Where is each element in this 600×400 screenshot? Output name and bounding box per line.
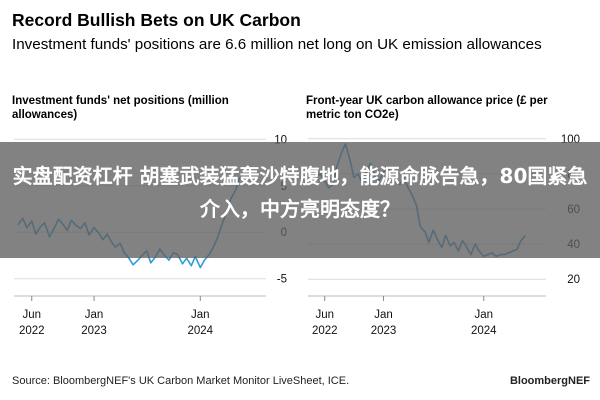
page-title: Record Bullish Bets on UK Carbon xyxy=(12,10,301,30)
carbon-price-chart-title: Front-year UK carbon allowance price (£ … xyxy=(306,95,548,121)
x-tick-label-year: 2024 xyxy=(471,325,497,337)
x-tick-label-year: 2022 xyxy=(19,325,45,337)
x-tick-label-month: Jun xyxy=(315,309,334,321)
x-tick-label-year: 2024 xyxy=(187,325,213,337)
x-tick-label-year: 2023 xyxy=(81,325,107,337)
source-note: Source: BloombergNEF's UK Carbon Market … xyxy=(12,375,350,387)
x-tick-label-year: 2022 xyxy=(312,325,338,337)
net-positions-chart-title: Investment funds' net positions (million… xyxy=(12,95,229,121)
x-tick-label-month: Jan xyxy=(85,309,104,321)
x-tick-label-month: Jun xyxy=(22,309,41,321)
y-tick-label: -5 xyxy=(277,274,287,286)
x-tick-label-month: Jan xyxy=(374,309,393,321)
page-subtitle: Investment funds' positions are 6.6 mill… xyxy=(12,36,542,53)
x-tick-label-year: 2023 xyxy=(371,325,397,337)
overlay-banner-text: 实盘配资杠杆 胡塞武装猛轰沙特腹地，能源命脉告急，80国紧急介入，中方亮明态度？ xyxy=(12,164,588,221)
brand-logo: BloombergNEF xyxy=(509,375,590,387)
y-tick-label: 20 xyxy=(567,274,580,286)
x-tick-label-month: Jan xyxy=(191,309,210,321)
overlay-banner xyxy=(0,142,600,258)
x-tick-label-month: Jan xyxy=(475,309,494,321)
